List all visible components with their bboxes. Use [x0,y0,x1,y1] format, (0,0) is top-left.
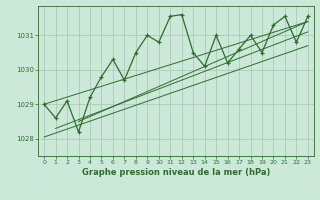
X-axis label: Graphe pression niveau de la mer (hPa): Graphe pression niveau de la mer (hPa) [82,168,270,177]
